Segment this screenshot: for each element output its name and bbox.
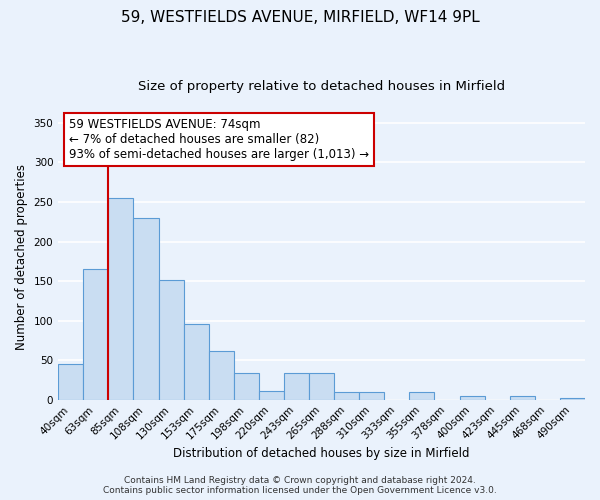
X-axis label: Distribution of detached houses by size in Mirfield: Distribution of detached houses by size … — [173, 447, 470, 460]
Bar — [234, 373, 259, 400]
Bar — [359, 392, 385, 400]
Bar — [460, 396, 485, 400]
Text: 59 WESTFIELDS AVENUE: 74sqm
← 7% of detached houses are smaller (82)
93% of semi: 59 WESTFIELDS AVENUE: 74sqm ← 7% of deta… — [69, 118, 369, 161]
Title: Size of property relative to detached houses in Mirfield: Size of property relative to detached ho… — [138, 80, 505, 93]
Bar — [409, 392, 434, 400]
Bar — [259, 391, 284, 400]
Bar — [209, 352, 234, 400]
Text: 59, WESTFIELDS AVENUE, MIRFIELD, WF14 9PL: 59, WESTFIELDS AVENUE, MIRFIELD, WF14 9P… — [121, 10, 479, 25]
Bar — [133, 218, 158, 400]
Y-axis label: Number of detached properties: Number of detached properties — [15, 164, 28, 350]
Bar — [510, 396, 535, 400]
Bar — [184, 324, 209, 400]
Bar — [158, 280, 184, 400]
Bar — [560, 398, 585, 400]
Bar — [83, 269, 109, 400]
Bar — [334, 392, 359, 400]
Bar — [109, 198, 133, 400]
Bar — [309, 373, 334, 400]
Bar — [58, 364, 83, 400]
Text: Contains HM Land Registry data © Crown copyright and database right 2024.
Contai: Contains HM Land Registry data © Crown c… — [103, 476, 497, 495]
Bar — [284, 373, 309, 400]
